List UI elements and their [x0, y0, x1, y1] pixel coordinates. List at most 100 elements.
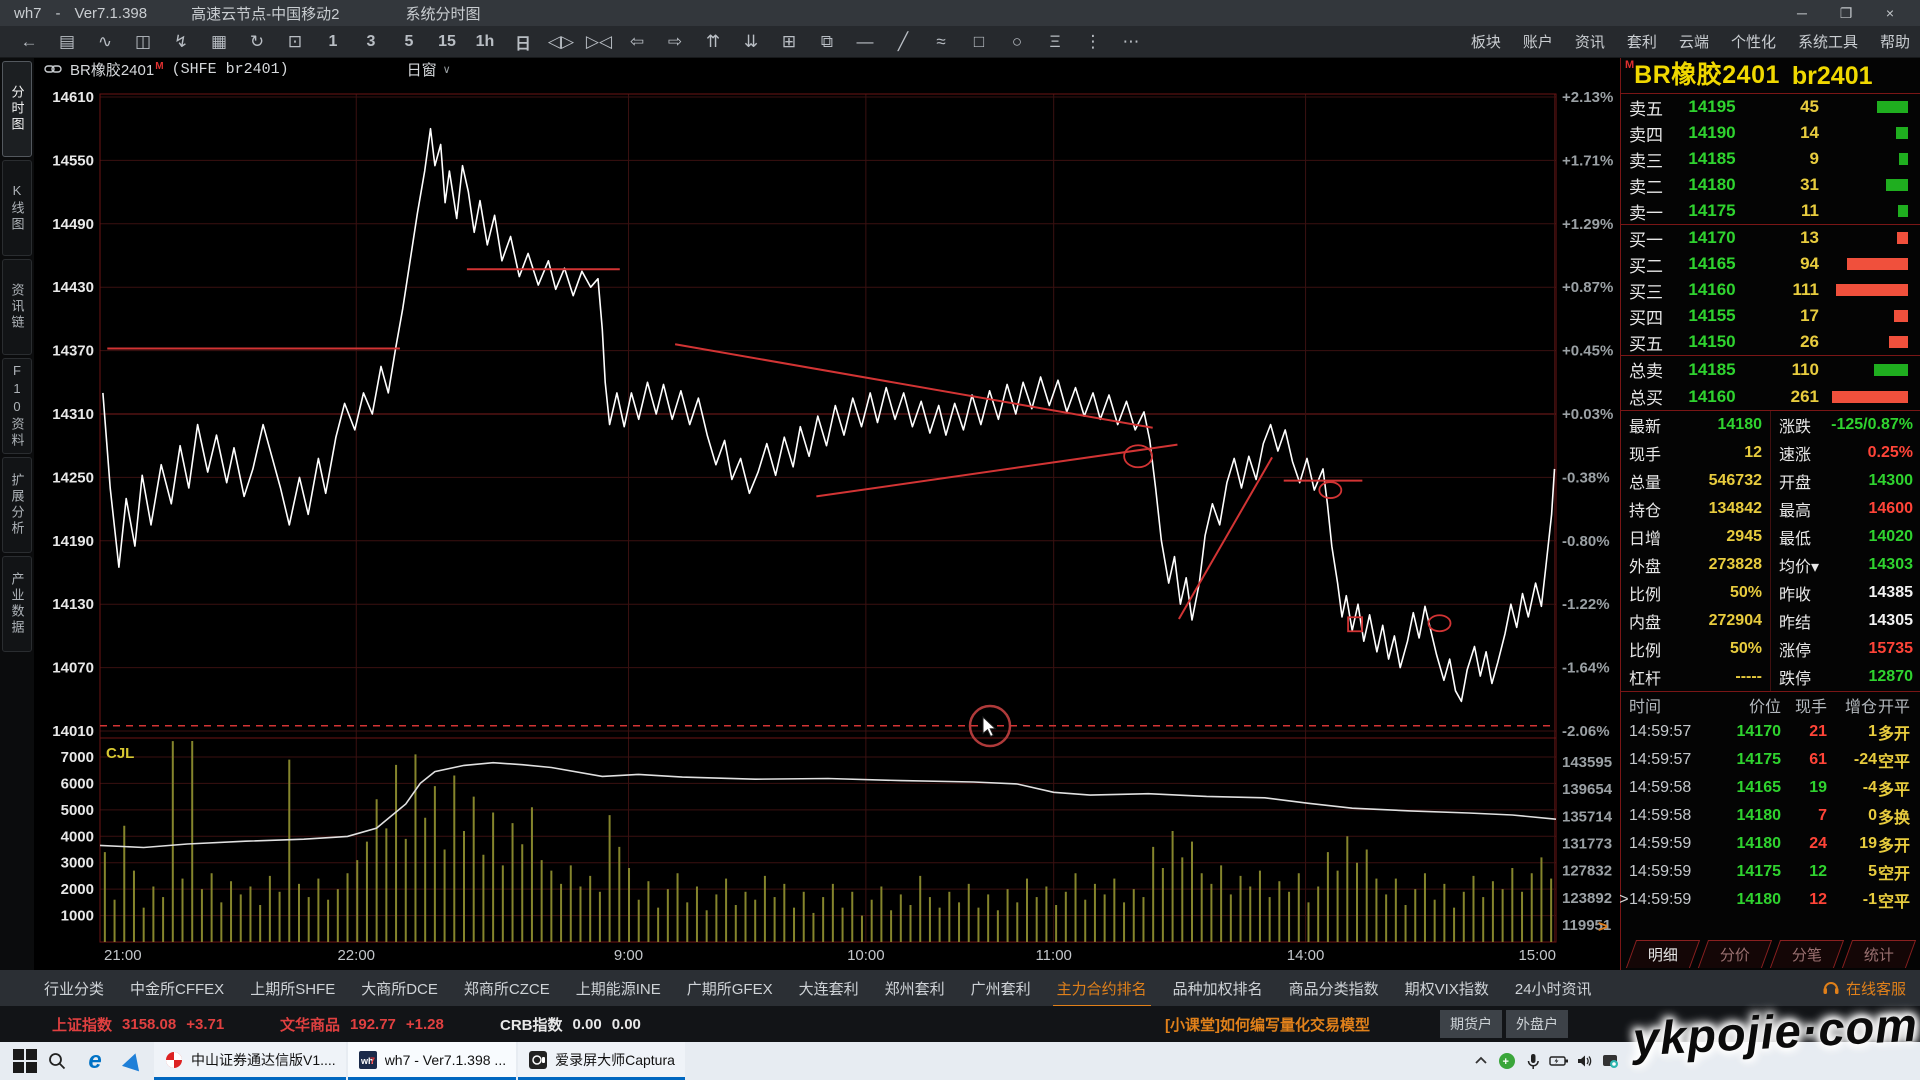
market-nav-行业分类[interactable]: 行业分类: [44, 980, 105, 998]
menu-个性化[interactable]: 个性化: [1730, 34, 1776, 51]
sidebar-tab-资讯链[interactable]: 资讯链: [2, 259, 32, 355]
market-nav-郑州套利[interactable]: 郑州套利: [884, 980, 945, 998]
pan-right-icon[interactable]: ⇨: [667, 31, 683, 51]
grid-layout-icon[interactable]: ⊞: [781, 31, 797, 51]
menu-云端[interactable]: 云端: [1678, 34, 1709, 51]
account-button-期货户[interactable]: 期货户: [1440, 1010, 1502, 1038]
menu-板块[interactable]: 板块: [1470, 34, 1501, 51]
period-15min-button[interactable]: 15: [438, 32, 456, 50]
period-1hour-button[interactable]: 1h: [475, 32, 495, 50]
candlestick-chart-icon[interactable]: ◫: [134, 31, 152, 51]
market-nav-品种加权排名[interactable]: 品种加权排名: [1172, 980, 1263, 998]
market-nav-上期所SHFE[interactable]: 上期所SHFE: [250, 980, 336, 998]
zoom-out-icon[interactable]: ⇊: [743, 31, 759, 51]
panel-tab-分价[interactable]: 分价: [1697, 940, 1773, 968]
period-3min-button[interactable]: 3: [366, 32, 376, 50]
volume-icon[interactable]: [1572, 1042, 1598, 1080]
draw-polyline-icon[interactable]: ≈: [936, 31, 946, 51]
draw-line-icon[interactable]: ╱: [897, 31, 909, 51]
period-day-button[interactable]: 日: [514, 35, 531, 53]
market-nav-广期所GFEX[interactable]: 广期所GFEX: [686, 980, 773, 998]
pan-left-icon[interactable]: ⇦: [629, 31, 645, 51]
compress-bars-icon[interactable]: ◁▷: [547, 31, 575, 51]
ask-volume-bar: [1899, 153, 1908, 165]
market-nav-大连套利[interactable]: 大连套利: [798, 980, 859, 998]
expand-bars-icon[interactable]: ▷◁: [585, 31, 613, 51]
depth-label: 买四: [1629, 308, 1663, 328]
online-service-label: 在线客服: [1845, 980, 1906, 998]
draw-ellipse-icon[interactable]: ○: [1011, 31, 1023, 51]
news-headline-link[interactable]: [小课堂]如何编写量化交易模型: [1165, 1016, 1370, 1034]
draw-hline-icon[interactable]: —: [856, 31, 874, 51]
sidebar-tab-产业数据[interactable]: 产业数据: [2, 556, 32, 652]
search-icon[interactable]: [38, 1042, 76, 1080]
minute-chart-canvas[interactable]: 14610 14550 14490 14430 14370 14310 14250 14190…: [34, 80, 1620, 968]
minute-chart[interactable]: 14610 14550 14490 14430 14370 14310 14250 14190…: [34, 80, 1620, 968]
depth-volume: 45: [1800, 97, 1819, 116]
close-button[interactable]: ×: [1885, 5, 1895, 21]
market-nav-商品分类指数[interactable]: 商品分类指数: [1288, 980, 1379, 998]
market-nav-中金所CFFEX[interactable]: 中金所CFFEX: [130, 980, 225, 998]
stat-row: 最新 14180 涨跌 -125/0.87%: [1621, 411, 1920, 439]
menu-账户[interactable]: 账户: [1522, 34, 1553, 51]
refresh-icon[interactable]: ↻: [249, 31, 265, 51]
market-nav-广州套利[interactable]: 广州套利: [970, 980, 1031, 998]
taskbar-app-captura[interactable]: 爱录屏大师Captura: [518, 1042, 685, 1080]
report-table-icon[interactable]: ▤: [58, 31, 76, 51]
panel-tab-明细[interactable]: 明细: [1625, 940, 1701, 968]
account-button-外盘户[interactable]: 外盘户: [1506, 1010, 1568, 1038]
save-layout-icon[interactable]: ▦: [210, 31, 228, 51]
thunder-app-icon[interactable]: [114, 1042, 152, 1080]
back-icon[interactable]: ←: [20, 31, 38, 51]
index-status-bar: 上证指数 3158.08 +3.71 文华商品 192.77 +1.28 CRB指数 0.00…: [0, 1006, 1920, 1042]
start-button-icon[interactable]: [12, 1048, 38, 1074]
market-nav-主力合约排名[interactable]: 主力合约排名: [1052, 978, 1151, 1007]
market-nav-24小时资讯[interactable]: 24小时资讯: [1514, 980, 1592, 998]
draw-fibonacci-icon[interactable]: Ξ: [1049, 31, 1061, 51]
more-tools-icon[interactable]: ⋯: [1122, 31, 1140, 51]
menu-资讯[interactable]: 资讯: [1574, 34, 1605, 51]
market-nav-期权VIX指数[interactable]: 期权VIX指数: [1404, 980, 1489, 998]
stat-涨停: 涨停 15735: [1771, 635, 1920, 663]
window-mode-dropdown[interactable]: 日窗: [406, 61, 437, 79]
draw-rect-icon[interactable]: □: [973, 31, 985, 51]
sync-icon[interactable]: +: [1494, 1042, 1520, 1080]
chart-symbol-name[interactable]: BR橡胶2401: [70, 61, 155, 79]
sidebar-tab-扩展分析[interactable]: 扩展分析: [2, 457, 32, 553]
microphone-icon[interactable]: [1520, 1042, 1546, 1080]
link-window-icon[interactable]: [44, 63, 62, 75]
sidebar-tab-分时图[interactable]: 分时图: [2, 61, 32, 157]
panel-tab-分笔[interactable]: 分笔: [1769, 940, 1845, 968]
cascade-windows-icon[interactable]: ⧉: [820, 31, 834, 51]
minimize-button[interactable]: ─: [1797, 5, 1807, 21]
battery-icon[interactable]: [1546, 1042, 1572, 1080]
chart-window-icon[interactable]: ⊡: [287, 31, 303, 51]
chevron-down-icon[interactable]: ∨: [442, 63, 451, 76]
stat-row: 比例 50% 涨停 15735: [1621, 635, 1920, 663]
taskbar-app-wh7[interactable]: wh 7 wh7 - Ver7.1.398 ...: [347, 1042, 517, 1080]
tick-chart-icon[interactable]: ↯: [173, 31, 189, 51]
screen-record-icon[interactable]: [1598, 1042, 1624, 1080]
menu-套利[interactable]: 套利: [1626, 34, 1657, 51]
panel-tab-统计[interactable]: 统计: [1841, 940, 1917, 968]
chevron-up-icon[interactable]: [1468, 1042, 1494, 1080]
tick-volume: 19: [1809, 779, 1827, 796]
market-nav-上期能源INE[interactable]: 上期能源INE: [575, 980, 661, 998]
menu-帮助[interactable]: 帮助: [1879, 34, 1910, 51]
market-nav-大商所DCE[interactable]: 大商所DCE: [361, 980, 438, 998]
market-nav-郑商所CZCE[interactable]: 郑商所CZCE: [463, 980, 550, 998]
tick-oi-change: 5: [1868, 863, 1877, 880]
taskbar-app-tdx[interactable]: 中山证券通达信版V1....: [154, 1042, 346, 1080]
online-service-button[interactable]: 在线客服: [1822, 978, 1906, 999]
zoom-in-icon[interactable]: ⇈: [705, 31, 721, 51]
period-1min-button[interactable]: 1: [328, 32, 338, 50]
sidebar-tab-K线图[interactable]: K线图: [2, 160, 32, 256]
edge-browser-icon[interactable]: e: [88, 1047, 102, 1074]
next-page-arrow[interactable]: >: [1598, 917, 1608, 936]
line-chart-icon[interactable]: ∿: [97, 31, 113, 51]
period-5min-button[interactable]: 5: [404, 32, 414, 50]
menu-系统工具[interactable]: 系统工具: [1797, 34, 1858, 51]
indicator-settings-icon[interactable]: ⋮: [1084, 31, 1102, 51]
maximize-button[interactable]: ❐: [1839, 4, 1853, 21]
sidebar-tab-F10资料[interactable]: F10资料: [2, 358, 32, 454]
